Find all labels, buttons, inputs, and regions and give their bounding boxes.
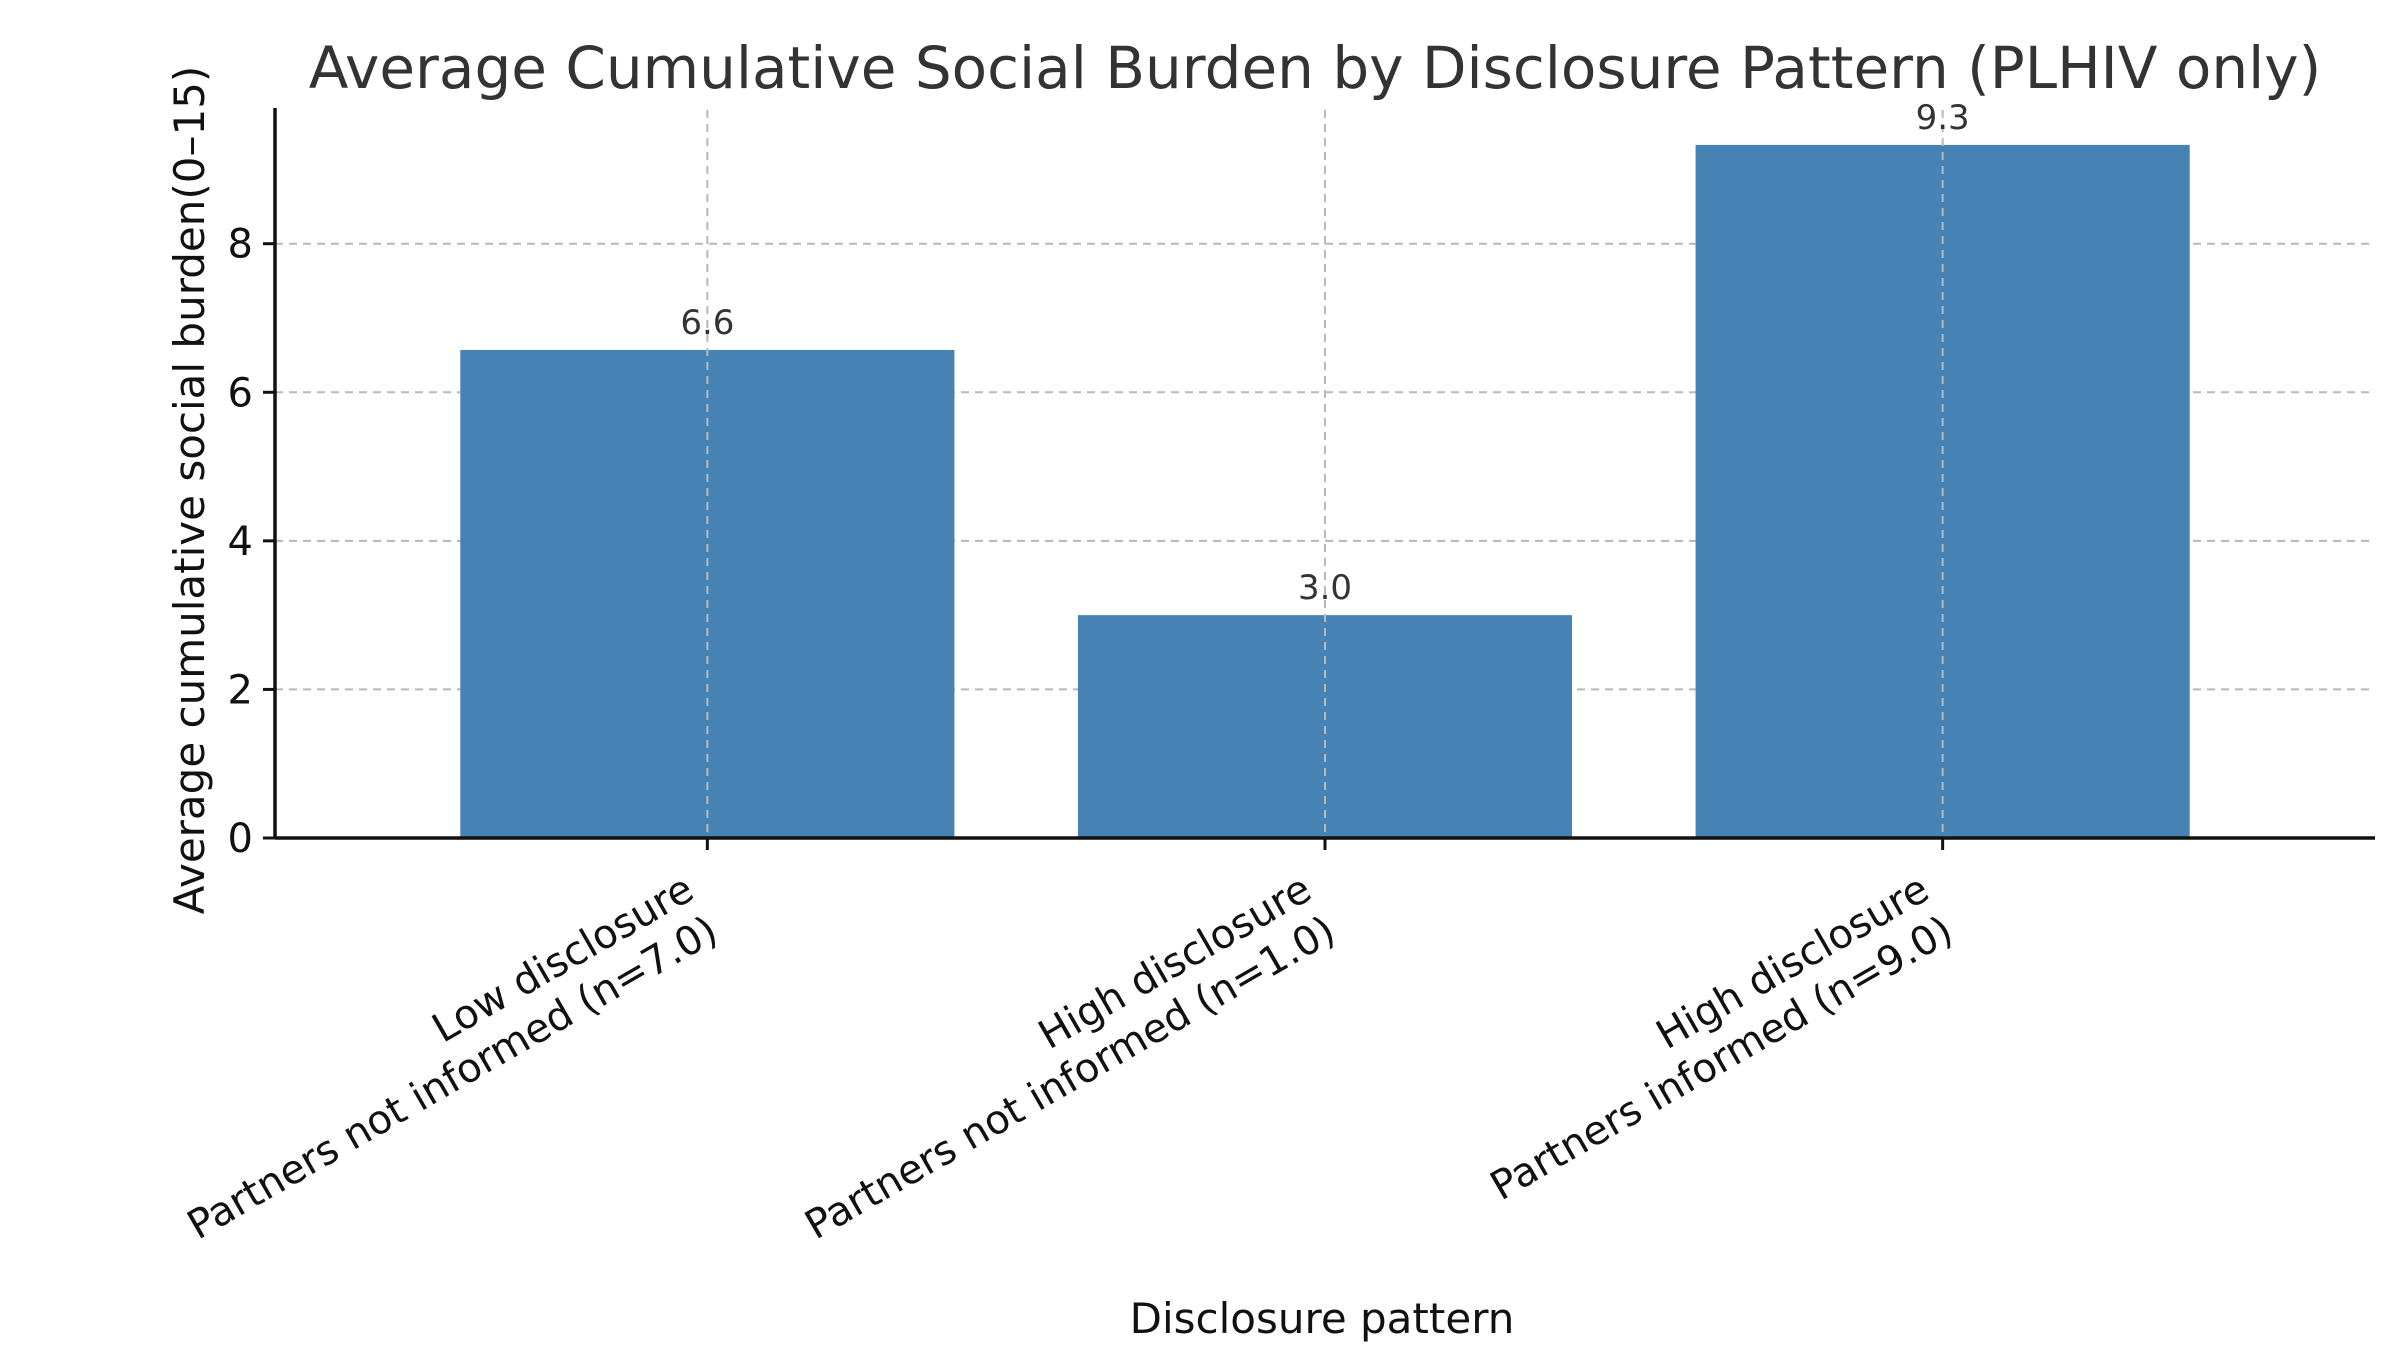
y-axis-label: Average cumulative social burden(0–15) (165, 66, 214, 915)
chart-title: Average Cumulative Social Burden by Disc… (309, 34, 2321, 102)
y-tick-label: 2 (228, 667, 253, 713)
bar-value-label: 6.6 (680, 303, 734, 343)
y-tick-label: 0 (228, 816, 253, 862)
y-tick-label: 6 (228, 370, 253, 416)
x-tick-label-line: Partners not informed (n=7.0) (180, 907, 725, 1248)
axes (263, 108, 2375, 850)
vertical-gridlines (706, 110, 1944, 838)
bar-value-label: 9.3 (1916, 98, 1970, 138)
bar-value-label: 3.0 (1298, 568, 1352, 608)
y-tick-label: 4 (228, 519, 253, 565)
x-tick-label-line: Partners informed (n=9.0) (1483, 907, 1961, 1209)
x-tick-label-line: Partners not informed (n=1.0) (798, 907, 1343, 1248)
y-tick-label: 8 (228, 222, 253, 268)
x-axis-label: Disclosure pattern (1130, 1294, 1515, 1343)
